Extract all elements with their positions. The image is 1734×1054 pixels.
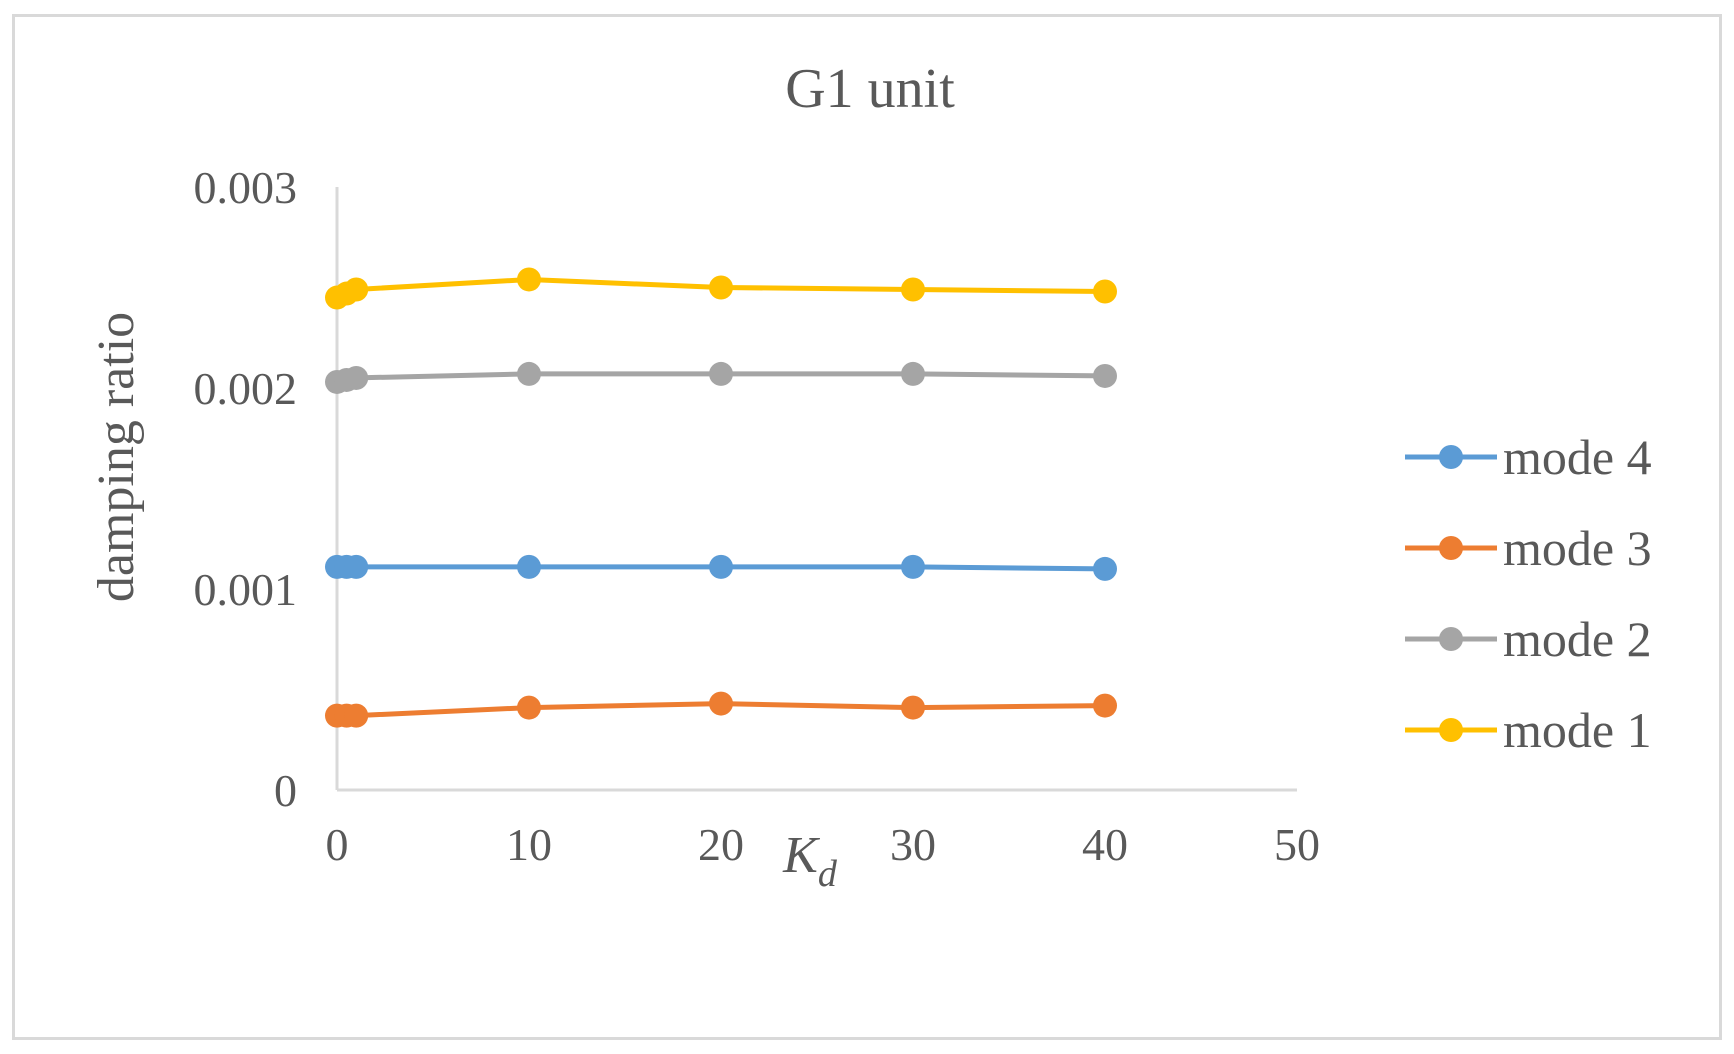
x-tick-label: 0 — [326, 819, 349, 870]
y-tick-label: 0.002 — [194, 363, 298, 414]
chart-title: G1 unit — [785, 58, 955, 120]
x-tick-label: 30 — [890, 819, 936, 870]
data-point — [517, 695, 541, 720]
legend-entry: mode 2 — [1405, 611, 1652, 667]
legend-marker — [1439, 536, 1463, 560]
chart-frame: G1 unit damping ratio Kd 0 0.001 0.002 0.00… — [12, 14, 1722, 1040]
data-point — [901, 361, 925, 386]
data-point — [709, 691, 733, 716]
data-point — [901, 554, 925, 579]
data-point — [1093, 279, 1117, 304]
data-point — [517, 267, 541, 292]
data-point — [1093, 693, 1117, 718]
data-point — [709, 275, 733, 300]
series-mode-3 — [325, 691, 1117, 728]
data-point — [517, 361, 541, 386]
data-point — [709, 554, 733, 579]
legend-marker — [1439, 445, 1463, 469]
x-tick-label: 50 — [1274, 819, 1320, 870]
y-axis-title: damping ratio — [88, 312, 145, 602]
data-point — [344, 277, 369, 302]
x-tick-label: 40 — [1082, 819, 1128, 870]
legend: mode 4 mode 3 mode 2 mode 1 — [1405, 429, 1652, 758]
series-layer — [325, 267, 1117, 728]
series-mode-2 — [325, 361, 1117, 394]
y-tick-label: 0 — [274, 765, 297, 816]
data-point — [344, 365, 369, 390]
axes: 0 0.001 0.002 0.003 0 10 20 30 40 50 — [194, 162, 1321, 870]
data-point — [517, 554, 541, 579]
legend-entry: mode 3 — [1405, 520, 1652, 576]
data-point — [1093, 556, 1117, 581]
data-point — [1093, 363, 1117, 388]
data-point — [709, 361, 733, 386]
y-tick-label: 0.001 — [194, 564, 298, 615]
legend-label: mode 4 — [1503, 429, 1652, 485]
data-point — [344, 703, 369, 728]
y-tick-label: 0.003 — [194, 162, 298, 213]
data-point — [901, 277, 925, 302]
x-axis-title-main: K — [782, 827, 820, 884]
line-chart: G1 unit damping ratio Kd 0 0.001 0.002 0.00… — [88, 58, 1652, 895]
legend-label: mode 1 — [1503, 702, 1652, 758]
legend-label: mode 2 — [1503, 611, 1652, 667]
x-axis-title: Kd — [782, 827, 838, 895]
x-tick-label: 20 — [698, 819, 744, 870]
data-point — [344, 554, 369, 579]
legend-marker — [1439, 718, 1463, 742]
data-point — [901, 695, 925, 720]
legend-marker — [1439, 627, 1463, 651]
series-mode-1 — [325, 267, 1117, 310]
x-axis-title-subscript: d — [818, 853, 838, 895]
legend-entry: mode 4 — [1405, 429, 1652, 485]
series-mode-4 — [325, 554, 1117, 581]
x-tick-label: 10 — [506, 819, 552, 870]
legend-entry: mode 1 — [1405, 702, 1652, 758]
legend-label: mode 3 — [1503, 520, 1652, 576]
